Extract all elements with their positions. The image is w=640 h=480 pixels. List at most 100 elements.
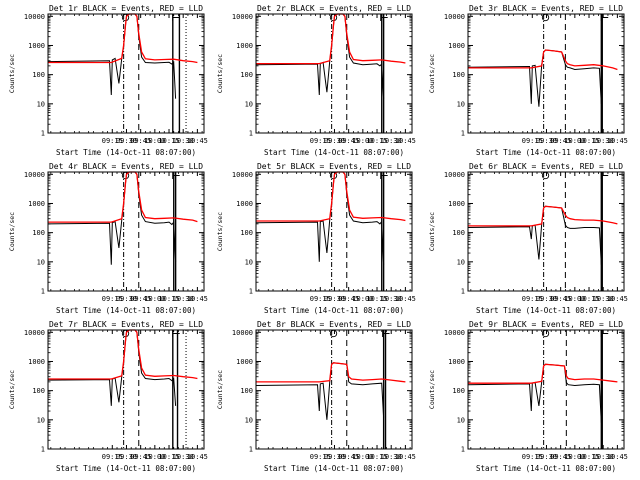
x-tick-label: 09:15 bbox=[102, 295, 123, 303]
y-tick-label: 10000 bbox=[232, 13, 253, 21]
y-tick-label: 10000 bbox=[232, 329, 253, 337]
x-tick-label: 09:30 bbox=[536, 137, 557, 145]
x-tick-label: 09:30 bbox=[116, 137, 137, 145]
panel-title: Det 6r BLACK = Events, RED = LLD bbox=[469, 162, 623, 171]
y-tick-label: 10 bbox=[457, 258, 465, 266]
detector-panel: Det 6r BLACK = Events, RED = LLD Start Ti… bbox=[428, 162, 628, 315]
y-tick-label: 1 bbox=[249, 446, 253, 454]
x-axis-label: Start Time (14-Oct-11 08:07:00) bbox=[476, 148, 616, 157]
lld-series-line bbox=[256, 362, 406, 383]
x-tick-label: 10:30 bbox=[173, 453, 194, 461]
x-tick-label: 09:30 bbox=[536, 453, 557, 461]
x-axis-label: Start Time (14-Oct-11 08:07:00) bbox=[476, 464, 616, 473]
detector-panel: Det 4r BLACK = Events, RED = LLD Start Ti… bbox=[8, 162, 208, 315]
y-tick-label: 10000 bbox=[444, 13, 465, 21]
interval-marker bbox=[172, 14, 180, 21]
x-tick-label: 10:30 bbox=[381, 295, 402, 303]
lld-series-line bbox=[468, 363, 618, 384]
events-series-line bbox=[467, 49, 602, 107]
y-axis-label: Counts/sec bbox=[8, 212, 16, 251]
detector-panel: Det 8r BLACK = Events, RED = LLD Start Ti… bbox=[216, 320, 416, 473]
x-tick-label: 10:15 bbox=[366, 295, 387, 303]
x-tick-label: 09:45 bbox=[338, 137, 359, 145]
x-tick-label: 10:00 bbox=[564, 137, 585, 145]
x-tick-label: 09:30 bbox=[116, 295, 137, 303]
x-tick-label: 09:45 bbox=[338, 295, 359, 303]
y-tick-label: 1 bbox=[461, 288, 465, 296]
panel-title: Det 7r BLACK = Events, RED = LLD bbox=[49, 320, 203, 329]
y-tick-label: 1 bbox=[461, 130, 465, 138]
y-tick-label: 100 bbox=[32, 387, 45, 395]
panel-title: Det 8r BLACK = Events, RED = LLD bbox=[257, 320, 411, 329]
y-tick-label: 10 bbox=[245, 258, 253, 266]
x-axis-label: Start Time (14-Oct-11 08:07:00) bbox=[476, 306, 616, 315]
x-tick-label: 09:15 bbox=[102, 137, 123, 145]
y-tick-label: 10000 bbox=[232, 171, 253, 179]
interval-marker bbox=[380, 14, 388, 21]
lld-series-line bbox=[468, 205, 618, 227]
y-tick-label: 1000 bbox=[448, 200, 465, 208]
detector-panel: Det 5r BLACK = Events, RED = LLD Start Ti… bbox=[216, 162, 416, 315]
x-tick-label: 10:15 bbox=[578, 295, 599, 303]
x-tick-label: 09:30 bbox=[324, 453, 345, 461]
x-axis-label: Start Time (14-Oct-11 08:07:00) bbox=[56, 306, 196, 315]
x-axis-label: Start Time (14-Oct-11 08:07:00) bbox=[264, 464, 404, 473]
x-tick-label: 09:15 bbox=[522, 295, 543, 303]
y-tick-label: 1000 bbox=[28, 42, 45, 50]
y-tick-label: 1000 bbox=[28, 358, 45, 366]
plot-frame bbox=[255, 171, 413, 292]
y-axis-label: Counts/sec bbox=[216, 370, 224, 409]
plot-frame bbox=[47, 13, 205, 134]
y-tick-label: 1 bbox=[249, 130, 253, 138]
y-tick-label: 10 bbox=[37, 258, 45, 266]
x-tick-label: 09:45 bbox=[130, 295, 151, 303]
x-tick-label: 09:15 bbox=[310, 453, 331, 461]
lld-series-line bbox=[256, 13, 406, 65]
y-tick-label: 10 bbox=[457, 416, 465, 424]
panel-title: Det 3r BLACK = Events, RED = LLD bbox=[469, 4, 623, 13]
detector-panel: Det 2r BLACK = Events, RED = LLD Start Ti… bbox=[216, 4, 416, 157]
interval-marker bbox=[600, 14, 609, 21]
interval-marker bbox=[600, 330, 609, 337]
x-tick-label: 09:45 bbox=[338, 453, 359, 461]
x-axis-label: Start Time (14-Oct-11 08:07:00) bbox=[56, 148, 196, 157]
y-axis-label: Counts/sec bbox=[428, 212, 436, 251]
x-tick-label: 09:45 bbox=[550, 453, 571, 461]
lld-series-line bbox=[48, 329, 198, 380]
y-tick-label: 100 bbox=[240, 387, 253, 395]
y-tick-label: 10 bbox=[245, 416, 253, 424]
interval-marker bbox=[172, 330, 180, 337]
events-series-line bbox=[47, 329, 177, 406]
y-tick-label: 10 bbox=[457, 100, 465, 108]
y-axis-label: Counts/sec bbox=[8, 370, 16, 409]
x-tick-label: 10:30 bbox=[593, 295, 614, 303]
y-axis-label: Counts/sec bbox=[428, 54, 436, 93]
x-tick-label: 10:30 bbox=[593, 453, 614, 461]
x-tick-label: 10:00 bbox=[352, 295, 373, 303]
y-tick-label: 10 bbox=[37, 100, 45, 108]
detector-panel: Det 1r BLACK = Events, RED = LLD Start Ti… bbox=[8, 4, 208, 157]
x-tick-label: 09:45 bbox=[130, 453, 151, 461]
x-tick-label: 10:45 bbox=[187, 295, 208, 303]
x-tick-label: 09:15 bbox=[102, 453, 123, 461]
x-tick-label: 10:00 bbox=[144, 295, 165, 303]
x-tick-label: 10:45 bbox=[607, 137, 628, 145]
detector-panel: Det 9r BLACK = Events, RED = LLD Start Ti… bbox=[428, 320, 628, 473]
y-tick-label: 1 bbox=[461, 446, 465, 454]
x-axis-label: Start Time (14-Oct-11 08:07:00) bbox=[56, 464, 196, 473]
x-tick-label: 10:00 bbox=[144, 453, 165, 461]
y-tick-label: 10000 bbox=[24, 329, 45, 337]
x-tick-label: 10:00 bbox=[144, 137, 165, 145]
x-tick-label: 10:30 bbox=[381, 453, 402, 461]
x-tick-label: 09:30 bbox=[116, 453, 137, 461]
x-tick-label: 10:15 bbox=[158, 453, 179, 461]
y-tick-label: 100 bbox=[452, 229, 465, 237]
plot-frame bbox=[467, 329, 625, 450]
y-tick-label: 1 bbox=[41, 288, 45, 296]
y-tick-label: 100 bbox=[240, 71, 253, 79]
events-series-line bbox=[255, 362, 385, 420]
plot-frame bbox=[47, 171, 205, 292]
x-axis-label: Start Time (14-Oct-11 08:07:00) bbox=[264, 148, 404, 157]
y-tick-label: 100 bbox=[240, 229, 253, 237]
y-tick-label: 10000 bbox=[444, 171, 465, 179]
